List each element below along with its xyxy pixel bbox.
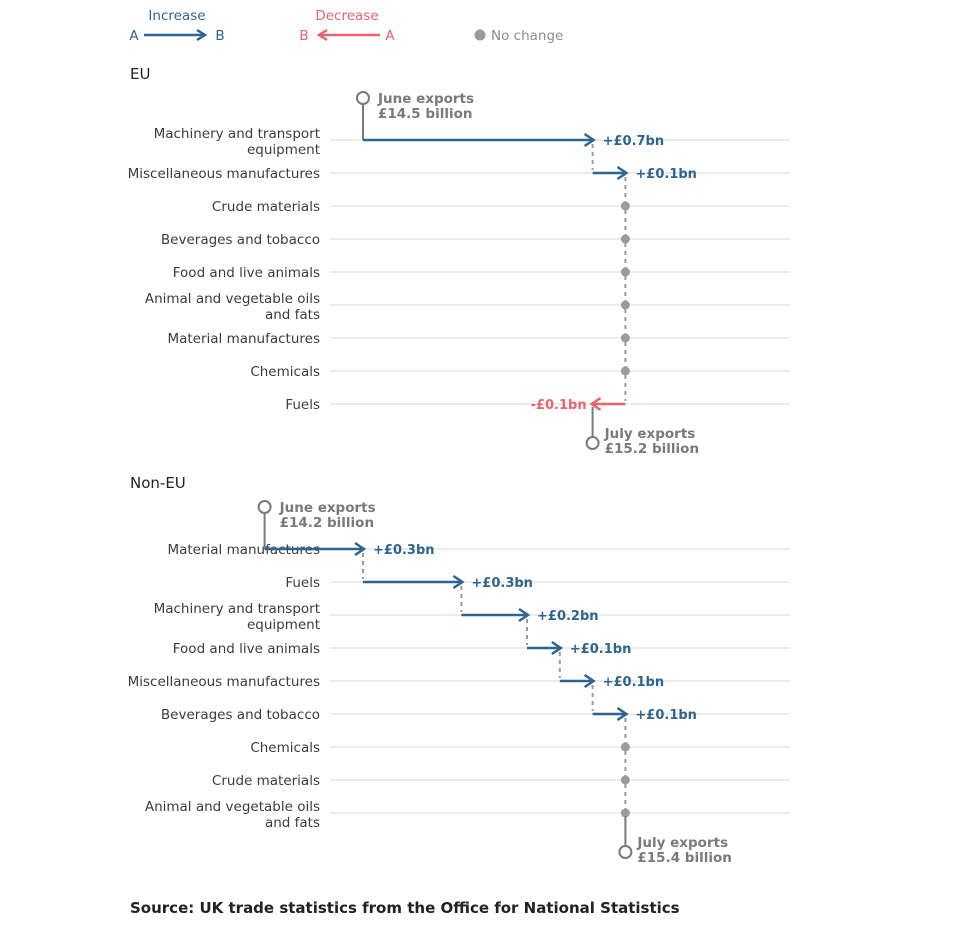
no-change-dot [620,366,630,376]
category-label: Fuels [285,397,320,413]
start-label: June exports [377,91,474,107]
decrease-arrowhead [589,396,602,412]
legend: Increase A B Decrease B A No change [129,8,563,44]
change-label: +£0.1bn [635,167,697,182]
category-label: Material manufactures [167,542,320,558]
category-label: Chemicals [250,364,320,380]
end-value: £15.4 billion [637,850,731,866]
no-change-dot [620,201,630,211]
legend-decrease-label: Decrease [315,8,378,24]
legend-decrease: Decrease B A [299,8,395,44]
end-label: July exports [604,426,696,442]
category-label: Fuels [285,575,320,591]
end-marker [585,436,600,450]
no-change-dot [620,333,630,343]
increase-arrowhead [452,574,465,590]
increase-arrowhead [583,132,596,148]
increase-arrowhead [616,706,629,722]
category-label: Material manufactures [167,331,320,347]
no-change-dot [620,808,630,818]
change-label: +£0.1bn [635,708,697,723]
no-change-dot [620,300,630,310]
start-marker [356,91,370,105]
legend-decrease-to: A [385,28,395,44]
category-label: Food and live animals [173,641,320,657]
legend-no-change-dot [474,29,486,41]
end-value: £15.2 billion [605,441,699,457]
category-label: Crude materials [212,773,320,789]
end-label: July exports [636,835,728,851]
category-label: Crude materials [212,199,320,215]
category-label: Beverages and tobacco [161,707,320,723]
category-label: Food and live animals [173,265,320,281]
start-value: £14.5 billion [378,106,472,122]
legend-increase-arrow-head [196,28,208,42]
legend-increase-to: B [215,28,224,44]
start-label: June exports [279,500,376,516]
start-marker [257,500,272,514]
change-label: +£0.2bn [537,609,599,624]
category-label: Chemicals [250,740,320,756]
category-label: and fats [265,815,320,831]
chart-title-non-eu: Non-EU [130,474,186,492]
change-label: +£0.3bn [471,576,533,591]
no-change-dot [620,742,630,752]
chart-title-eu: EU [130,65,150,83]
category-label: equipment [247,617,320,633]
category-label: Beverages and tobacco [161,232,320,248]
legend-increase-label: Increase [148,8,205,24]
category-label: Miscellaneous manufactures [128,674,320,690]
category-label: Machinery and transport [154,601,320,617]
increase-arrowhead [616,165,629,181]
no-change-dot [620,234,630,244]
increase-arrowhead [354,541,367,557]
change-label: +£0.1bn [570,642,632,657]
change-label: -£0.1bn [531,398,587,413]
category-label: Animal and vegetable oils [145,291,320,307]
no-change-dot [620,775,630,785]
increase-arrowhead [551,640,564,656]
chart-non-eu: Non-EU Material manufactures Fuels Machiner… [128,474,790,866]
no-change-dot [620,267,630,277]
start-value: £14.2 billion [280,515,374,531]
increase-arrowhead [518,607,531,623]
source-note: Source: UK trade statistics from the Off… [130,899,680,917]
increase-arrowhead [583,673,596,689]
legend-increase-from: A [129,28,139,44]
legend-no-change: No change [474,28,563,44]
legend-decrease-from: B [299,28,308,44]
change-label: +£0.7bn [603,134,665,149]
change-label: +£0.3bn [373,543,435,558]
end-marker [618,845,633,859]
legend-increase: Increase A B [129,8,224,44]
category-label: Miscellaneous manufactures [128,166,320,182]
legend-no-change-label: No change [491,28,563,44]
category-labels: Material manufactures Fuels Machinery and … [128,542,320,831]
category-label: Animal and vegetable oils [145,799,320,815]
category-label: and fats [265,307,320,323]
category-label: equipment [247,142,320,158]
legend-decrease-arrow-head [316,28,328,42]
change-label: +£0.1bn [603,675,665,690]
category-label: Machinery and transport [154,126,320,142]
